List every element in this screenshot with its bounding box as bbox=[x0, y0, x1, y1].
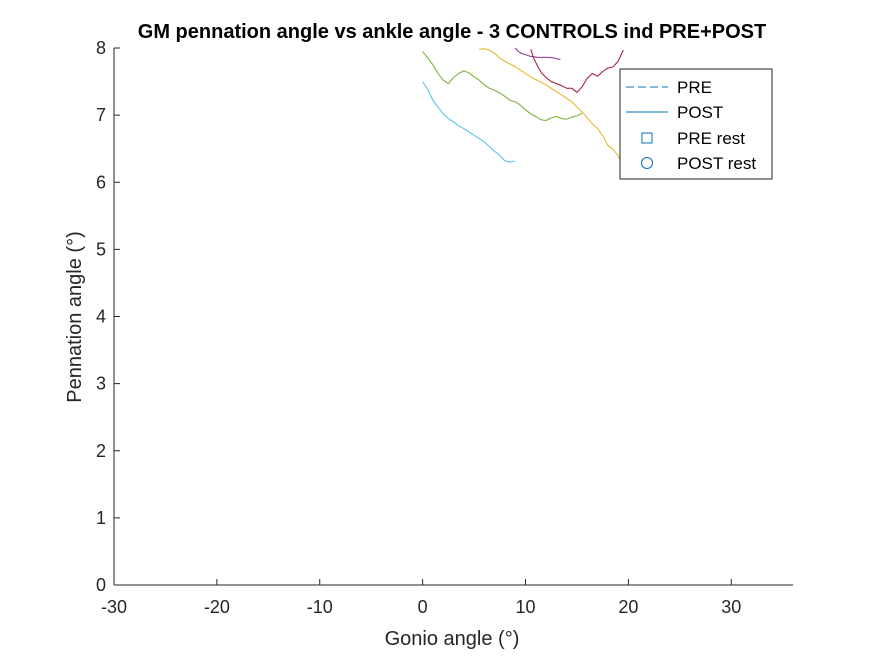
series-line-5 bbox=[530, 49, 624, 93]
series-line-4 bbox=[514, 47, 561, 60]
y-tick-label: 3 bbox=[96, 374, 106, 394]
series-layer bbox=[422, 47, 624, 168]
legend-label: PRE rest bbox=[677, 129, 745, 148]
y-tick-label: 8 bbox=[96, 38, 106, 58]
y-tick-label: 5 bbox=[96, 239, 106, 259]
y-tick-label: 0 bbox=[96, 575, 106, 595]
y-tick-label: 1 bbox=[96, 508, 106, 528]
series-line-1 bbox=[422, 81, 516, 163]
x-tick-label: -20 bbox=[204, 597, 230, 617]
x-tick-label: 10 bbox=[515, 597, 535, 617]
series-line-2 bbox=[422, 51, 583, 121]
y-tick-label: 6 bbox=[96, 172, 106, 192]
legend-label: POST rest bbox=[677, 154, 756, 173]
y-axis-label: Pennation angle (°) bbox=[64, 231, 86, 402]
legend-items: PRE POST PRE rest POST rest bbox=[626, 78, 756, 173]
legend-label: POST bbox=[677, 103, 723, 122]
series-line-3 bbox=[479, 48, 624, 168]
x-tick-label: 0 bbox=[418, 597, 428, 617]
legend: PRE POST PRE rest POST rest bbox=[619, 68, 773, 180]
legend-symbol-post-rest bbox=[641, 157, 653, 169]
x-axis-label: Gonio angle (°) bbox=[385, 628, 520, 650]
x-tick-label: -10 bbox=[307, 597, 333, 617]
x-tick-label: 30 bbox=[721, 597, 741, 617]
chart-title: GM pennation angle vs ankle angle - 3 CO… bbox=[138, 21, 766, 43]
y-tick-label: 7 bbox=[96, 105, 106, 125]
x-tick-label: 20 bbox=[618, 597, 638, 617]
x-tick-label: -30 bbox=[101, 597, 127, 617]
y-tick-label: 2 bbox=[96, 441, 106, 461]
y-tick-label: 4 bbox=[96, 307, 106, 327]
axes-layer: -30 -20 -10 0 10 20 30 0 1 2 3 4 5 6 7 8 bbox=[96, 38, 793, 617]
legend-symbol-pre-rest bbox=[641, 132, 653, 144]
legend-label: PRE bbox=[677, 78, 712, 97]
